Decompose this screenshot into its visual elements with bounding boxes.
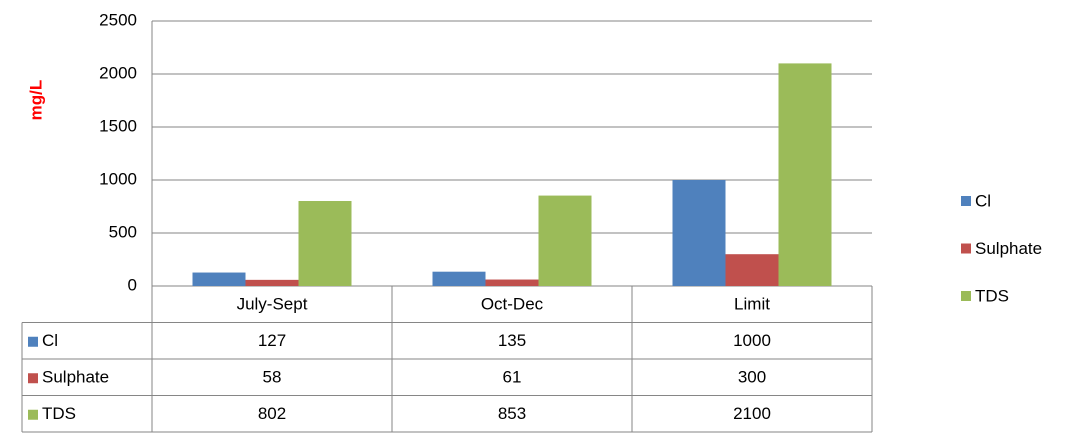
table-value: 1000	[733, 331, 771, 350]
bar	[298, 200, 352, 286]
legend-label: TDS	[975, 286, 1009, 305]
table-value: 802	[258, 404, 286, 423]
x-tick-label: July-Sept	[237, 295, 308, 314]
table-row-label: Cl	[42, 331, 58, 350]
table-legend-key	[28, 373, 38, 384]
table-value: 135	[498, 331, 526, 350]
x-tick-label: Limit	[734, 295, 770, 314]
x-tick-label: Oct-Dec	[481, 295, 544, 314]
bar	[245, 279, 299, 286]
table-row-label: Sulphate	[42, 368, 109, 387]
table-value: 2100	[733, 404, 771, 423]
bar	[725, 254, 779, 286]
table-legend-key	[28, 409, 38, 420]
y-axis-label: mg/L	[26, 80, 45, 121]
legend-key	[961, 291, 971, 301]
y-tick-label: 2500	[99, 10, 137, 29]
bar	[432, 271, 486, 286]
y-tick-label: 2000	[99, 63, 137, 82]
legend-label: Cl	[975, 191, 991, 210]
legend-key	[961, 243, 971, 254]
bar	[192, 272, 246, 286]
bar	[538, 195, 592, 286]
bar	[485, 279, 539, 286]
bar	[778, 63, 832, 287]
y-tick-label: 0	[128, 275, 137, 294]
bar	[672, 180, 726, 286]
table-value: 61	[503, 368, 522, 387]
table-value: 127	[258, 331, 286, 350]
table-value: 58	[263, 368, 282, 387]
legend-key	[961, 196, 971, 206]
table-value: 300	[738, 368, 766, 387]
table-legend-key	[28, 336, 38, 347]
y-tick-label: 500	[109, 222, 137, 241]
y-tick-label: 1000	[99, 169, 137, 188]
y-tick-label: 1500	[99, 116, 137, 135]
table-value: 853	[498, 404, 526, 423]
table-row-label: TDS	[42, 404, 76, 423]
legend-label: Sulphate	[975, 239, 1042, 258]
